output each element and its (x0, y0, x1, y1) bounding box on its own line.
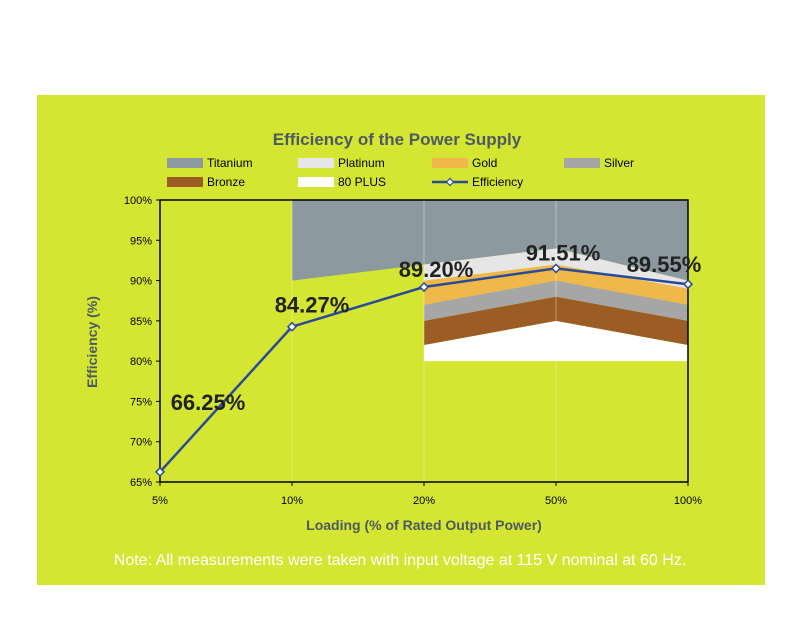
efficiency-point (418, 281, 430, 293)
y-tick-label: 80% (130, 356, 152, 368)
legend-label: Bronze (207, 175, 245, 189)
x-tick-label: 20% (413, 495, 435, 507)
efficiency-point (154, 466, 166, 477)
legend-item-titanium: Titanium (167, 156, 253, 170)
data-label: 84.27% (275, 293, 350, 318)
legend-item-80-plus: 80 PLUS (298, 175, 386, 189)
y-tick-label: 85% (130, 316, 152, 328)
legend-swatch (298, 177, 334, 187)
data-label: 91.51% (526, 240, 601, 265)
y-axis-ticks: 65% 70% 75% 80% 85% 90% 95% 100% (124, 195, 160, 489)
y-tick-label: 100% (124, 195, 152, 207)
band-platinum (424, 248, 688, 289)
grid-lines (291, 200, 557, 482)
y-tick-label: 70% (130, 437, 152, 449)
x-axis-label: Loading (% of Rated Output Power) (306, 517, 542, 533)
x-tick-label: 100% (674, 495, 702, 507)
measurement-note: Note: All measurements were taken with i… (113, 552, 687, 569)
efficiency-point (286, 321, 298, 332)
data-label: 89.55% (627, 252, 702, 277)
legend-item-platinum: Platinum (298, 156, 385, 170)
legend: Titanium Platinum Gold Silver Bronze 80 PLUS E… (167, 156, 634, 189)
legend-label: Efficiency (472, 175, 523, 189)
legend-swatch (564, 158, 600, 168)
band-80-plus (424, 320, 688, 362)
legend-label: Platinum (338, 156, 385, 170)
y-tick-label: 95% (130, 235, 152, 247)
x-tick-label: 5% (152, 495, 168, 507)
data-label: 66.25% (171, 390, 246, 415)
x-axis-ticks: 5% 10% 20% 50% 100% (152, 482, 702, 507)
chart-title: Efficiency of the Power Supply (273, 130, 522, 149)
y-axis-label: Efficiency (%) (84, 296, 100, 388)
legend-swatch (167, 158, 203, 168)
efficiency-series (154, 263, 694, 477)
band-silver (424, 280, 688, 321)
legend-label: Silver (604, 156, 634, 170)
data-label: 89.20% (399, 257, 474, 282)
data-labels: 66.25% 84.27% 89.20% 91.51% 89.55% (171, 240, 702, 415)
x-tick-label: 50% (545, 495, 567, 507)
legend-swatch (432, 158, 468, 168)
y-tick-label: 90% (130, 276, 152, 288)
y-tick-label: 75% (130, 396, 152, 408)
legend-label: Titanium (207, 156, 253, 170)
legend-item-bronze: Bronze (167, 175, 245, 189)
legend-label: Gold (472, 156, 497, 170)
band-titanium (292, 200, 688, 281)
efficiency-point (550, 263, 562, 274)
efficiency-point (682, 279, 694, 290)
legend-item-silver: Silver (564, 156, 634, 170)
legend-item-efficiency: Efficiency (432, 175, 523, 189)
band-gold (424, 264, 688, 305)
legend-point-marker (445, 177, 455, 187)
legend-swatch (298, 158, 334, 168)
y-tick-label: 65% (130, 477, 152, 489)
x-tick-label: 10% (281, 495, 303, 507)
legend-label: 80 PLUS (338, 175, 386, 189)
certification-bands (292, 200, 688, 362)
legend-item-gold: Gold (432, 156, 497, 170)
legend-swatch (167, 177, 203, 187)
